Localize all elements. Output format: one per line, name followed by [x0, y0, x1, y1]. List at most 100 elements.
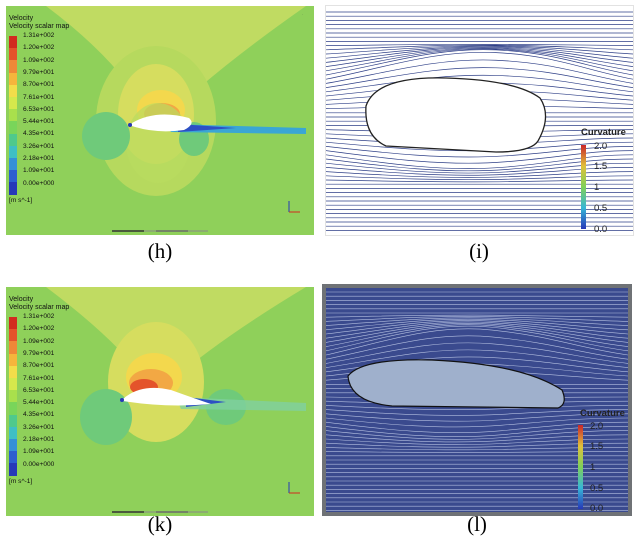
legend-label: 1.31e+002: [23, 32, 55, 39]
streamline: [325, 320, 629, 335]
streamline: [325, 349, 629, 368]
legend-swatch: [9, 439, 17, 452]
legend-label: 6.53e+001: [23, 386, 55, 394]
streamline: [325, 409, 629, 416]
legend-swatch: [9, 158, 17, 171]
legend-swatch: [9, 121, 17, 134]
legend-subtitle: Velocity scalar map: [9, 23, 70, 30]
curvature-tick-0: 0.0: [594, 224, 608, 235]
legend-swatch: [9, 182, 17, 195]
curvature-tick-0-5: 0.5: [590, 483, 604, 494]
legend-label: 0.00e+000: [23, 460, 55, 468]
svg-text:.: .: [302, 11, 303, 16]
streamline: [325, 314, 629, 318]
curvature-color-bar: [578, 425, 583, 509]
streamline: [326, 167, 633, 176]
legend-swatch: [9, 353, 17, 366]
legend-swatch: [9, 463, 17, 476]
legend-swatch: [9, 378, 17, 391]
streamline: [325, 335, 629, 360]
streamline: [325, 328, 629, 356]
caption-k: (k): [147, 512, 173, 536]
streamline: [326, 48, 633, 72]
legend-label: 1.20e+002: [23, 44, 55, 52]
streamline: [325, 405, 629, 410]
airfoil-outline: [347, 359, 565, 409]
legend-label: 5.44e+001: [23, 118, 55, 126]
legend-title: Velocity: [9, 15, 34, 22]
streamline: [325, 321, 629, 339]
legend-label: 2.18e+001: [23, 436, 55, 443]
curvature-legend-title: Curvature: [580, 408, 625, 419]
legend-label: 4.35e+001: [23, 411, 55, 419]
velocity-contour-plot: [6, 287, 314, 516]
legend-label: 7.61e+001: [23, 93, 55, 101]
legend-label: 1.31e+002: [23, 313, 55, 320]
legend-label: 9.79e+001: [23, 68, 55, 76]
curvature-color-bar: [581, 145, 586, 229]
legend-swatch: [9, 109, 17, 122]
streamline: [326, 46, 633, 59]
streamline: [325, 324, 629, 347]
curvature-tick-1: 1: [594, 182, 600, 193]
velocity-contour-panel-k: Velocity Velocity scalar map 1.31e+002 1.…: [6, 287, 314, 516]
streamline: [326, 179, 633, 183]
curvature-tick-2: 2.0: [590, 421, 604, 432]
legend-label: 8.70e+001: [23, 362, 55, 370]
streamline: [326, 59, 633, 84]
legend-label: 1.09e+001: [23, 448, 55, 456]
streamline: [325, 316, 629, 322]
streamline-panel-l: Curvature 2.0 1.5 1 0.5 0.0: [322, 284, 632, 516]
streamline: [325, 342, 629, 364]
streamline: [325, 438, 629, 445]
curvature-tick-2: 2.0: [594, 141, 608, 152]
streamline: [326, 47, 633, 67]
streamline: [326, 162, 633, 174]
streamline: [325, 318, 629, 331]
streamline: [325, 434, 629, 443]
caption-h: (h): [147, 239, 173, 263]
curvature-tick-0-5: 0.5: [594, 203, 608, 214]
caption-i: (i): [469, 239, 489, 263]
legend-label: 1.09e+002: [23, 56, 55, 64]
legend-label: 5.44e+001: [23, 399, 55, 407]
legend-swatch: [9, 414, 17, 427]
streamline: [326, 49, 633, 76]
legend-label: 3.26e+001: [23, 142, 55, 150]
streamline: [325, 430, 629, 440]
legend-subtitle: Velocity scalar map: [9, 304, 70, 311]
streamline: [325, 451, 629, 453]
legend-swatch: [9, 365, 17, 378]
streamline: [325, 413, 629, 422]
streamline: [325, 323, 629, 343]
curvature-tick-1: 1: [590, 462, 596, 473]
streamline: [326, 175, 633, 181]
legend-label: 2.18e+001: [23, 155, 55, 162]
caption-l: (l): [467, 512, 487, 536]
streamline: [325, 325, 629, 352]
legend-label: 3.26e+001: [23, 423, 55, 431]
streamline: [325, 317, 629, 326]
streamlines: [326, 11, 633, 231]
legend-label: 1.09e+001: [23, 167, 55, 175]
curvature-tick-1-5: 1.5: [594, 161, 608, 172]
streamline: [326, 45, 633, 55]
legend-swatch: [9, 402, 17, 415]
streamline: [326, 154, 633, 169]
airfoil-outline: [365, 77, 547, 153]
streamline: [326, 150, 633, 164]
legend-swatch: [9, 145, 17, 158]
legend-swatch: [9, 48, 17, 61]
curvature-tick-1-5: 1.5: [590, 441, 604, 452]
streamline-plot: [326, 6, 633, 235]
streamline: [325, 417, 629, 428]
streamline: [326, 67, 633, 88]
legend-label: 6.53e+001: [23, 105, 55, 113]
legend-swatch: [9, 170, 17, 183]
streamline: [326, 51, 633, 80]
streamline-panel-i: Curvature 2.0 1.5 1 0.5 0.0: [325, 5, 634, 236]
streamline: [326, 43, 633, 46]
legend-swatch: [9, 84, 17, 97]
legend-label: 1.09e+002: [23, 337, 55, 345]
streamline: [325, 442, 629, 448]
